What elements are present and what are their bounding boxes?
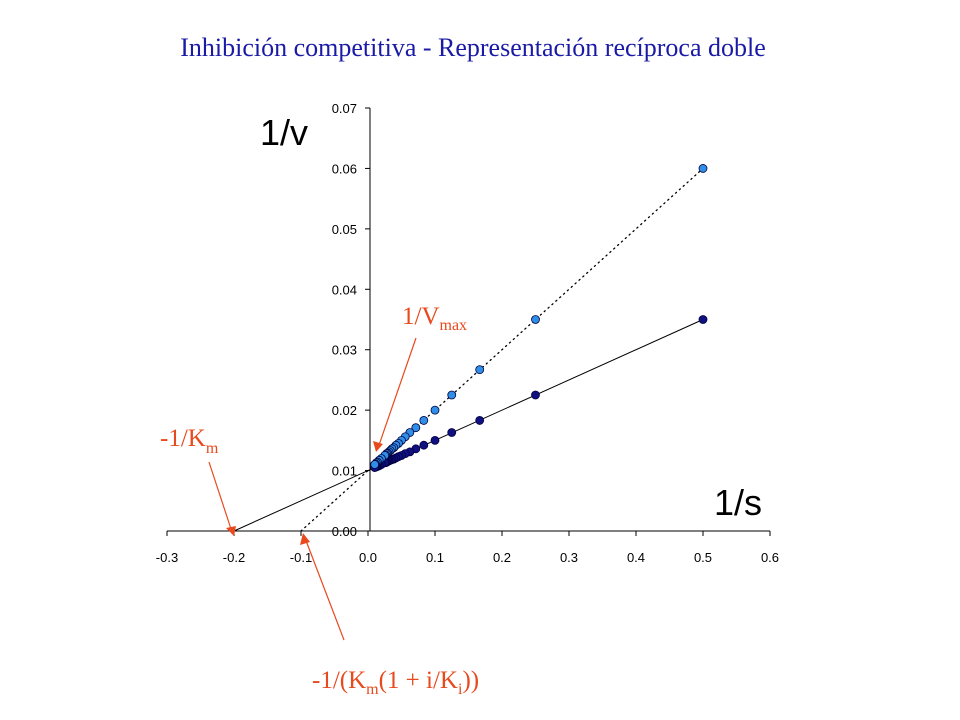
annotation-km-main: -1/K: [160, 425, 206, 452]
annotation-km-text: -1/Km: [160, 425, 219, 457]
series-1-point: [370, 460, 380, 469]
annotation-vmax-text: 1/Vmax: [402, 303, 467, 334]
series-2-point: [447, 428, 457, 437]
series-1-point: [430, 405, 440, 415]
annotation-km-app-arrowhead: [300, 533, 310, 545]
series-points: [370, 164, 708, 472]
series-2-point: [430, 435, 440, 445]
annotation-km-arrow: [208, 461, 233, 533]
x-tick-label: 0.0: [359, 550, 377, 565]
x-tick-label: -0.3: [156, 550, 178, 565]
x-ticks: -0.3 -0.2 -0.1 0.0 0.1 0.2 0.3 0.4 0.5 0.6: [156, 531, 779, 565]
series-1-point: [531, 315, 540, 324]
series-2-point: [419, 440, 429, 450]
series-1-line: [300, 167, 704, 532]
x-axis-label: 1/s: [714, 482, 762, 523]
annotation-vmax-sub: max: [440, 317, 468, 334]
y-axis-label: 1/v: [260, 112, 308, 153]
annotation-km-app-sub1: m: [366, 681, 379, 698]
y-tick-label: 0.01: [332, 464, 357, 479]
series-2-point: [698, 315, 708, 324]
annotation-vmax-main: 1/V: [402, 303, 440, 330]
y-tick-label: 0.07: [332, 101, 357, 116]
annotation-vmax-arrow: [377, 337, 417, 449]
annotation-km-app-part2: (1 + i/K: [379, 667, 458, 694]
y-tick-label: 0.06: [332, 161, 357, 176]
series-1-point: [411, 423, 421, 433]
series-1-point: [698, 164, 708, 173]
series-lines: [233, 167, 704, 532]
chart-title: Inhibición competitiva - Representación …: [180, 33, 766, 62]
annotation-vmax: 1/Vmax: [373, 303, 467, 452]
annotation-km-app-sub2: i: [458, 681, 463, 698]
series-1-point: [419, 416, 429, 425]
annotation-km-app-arrow: [304, 537, 345, 641]
annotation-vmax-arrowhead: [373, 441, 383, 452]
y-tick-label: 0.02: [332, 403, 357, 418]
series-1-point: [475, 365, 485, 375]
x-tick-label: 0.3: [560, 550, 578, 565]
x-tick-label: -0.1: [290, 550, 312, 565]
y-tick-label: 0.03: [332, 343, 357, 358]
x-tick-label: 0.1: [426, 550, 444, 565]
series-2-point: [531, 390, 540, 400]
axes: -0.3 -0.2 -0.1 0.0 0.1 0.2 0.3 0.4 0.5 0.6 0.000.…: [156, 101, 779, 565]
x-tick-label: 0.4: [627, 550, 645, 565]
annotation-km-app-part3: )): [462, 667, 479, 694]
annotation-km-app-part1: -1/(K: [312, 667, 366, 694]
series-1-point: [447, 390, 457, 400]
x-tick-label: -0.2: [223, 550, 245, 565]
annotation-km-app: -1/(Km(1 + i/Ki)): [300, 533, 479, 698]
annotation-km: -1/Km: [160, 425, 236, 536]
x-tick-label: 0.5: [694, 550, 712, 565]
x-tick-label: 0.2: [493, 550, 511, 565]
annotation-km-app-text: -1/(Km(1 + i/Ki)): [312, 667, 479, 698]
series-2-point: [475, 416, 485, 425]
annotation-km-sub: m: [206, 440, 219, 457]
annotation-km-arrowhead: [226, 526, 236, 536]
y-tick-label: 0.04: [332, 282, 357, 297]
y-tick-label: 0.00: [332, 524, 357, 539]
y-ticks: 0.00 0.01 0.02 0.03 0.04 0.05 0.06 0.07: [332, 101, 370, 539]
series-2-line: [233, 319, 704, 532]
y-tick-label: 0.05: [332, 222, 357, 237]
x-tick-label: 0.6: [761, 550, 779, 565]
